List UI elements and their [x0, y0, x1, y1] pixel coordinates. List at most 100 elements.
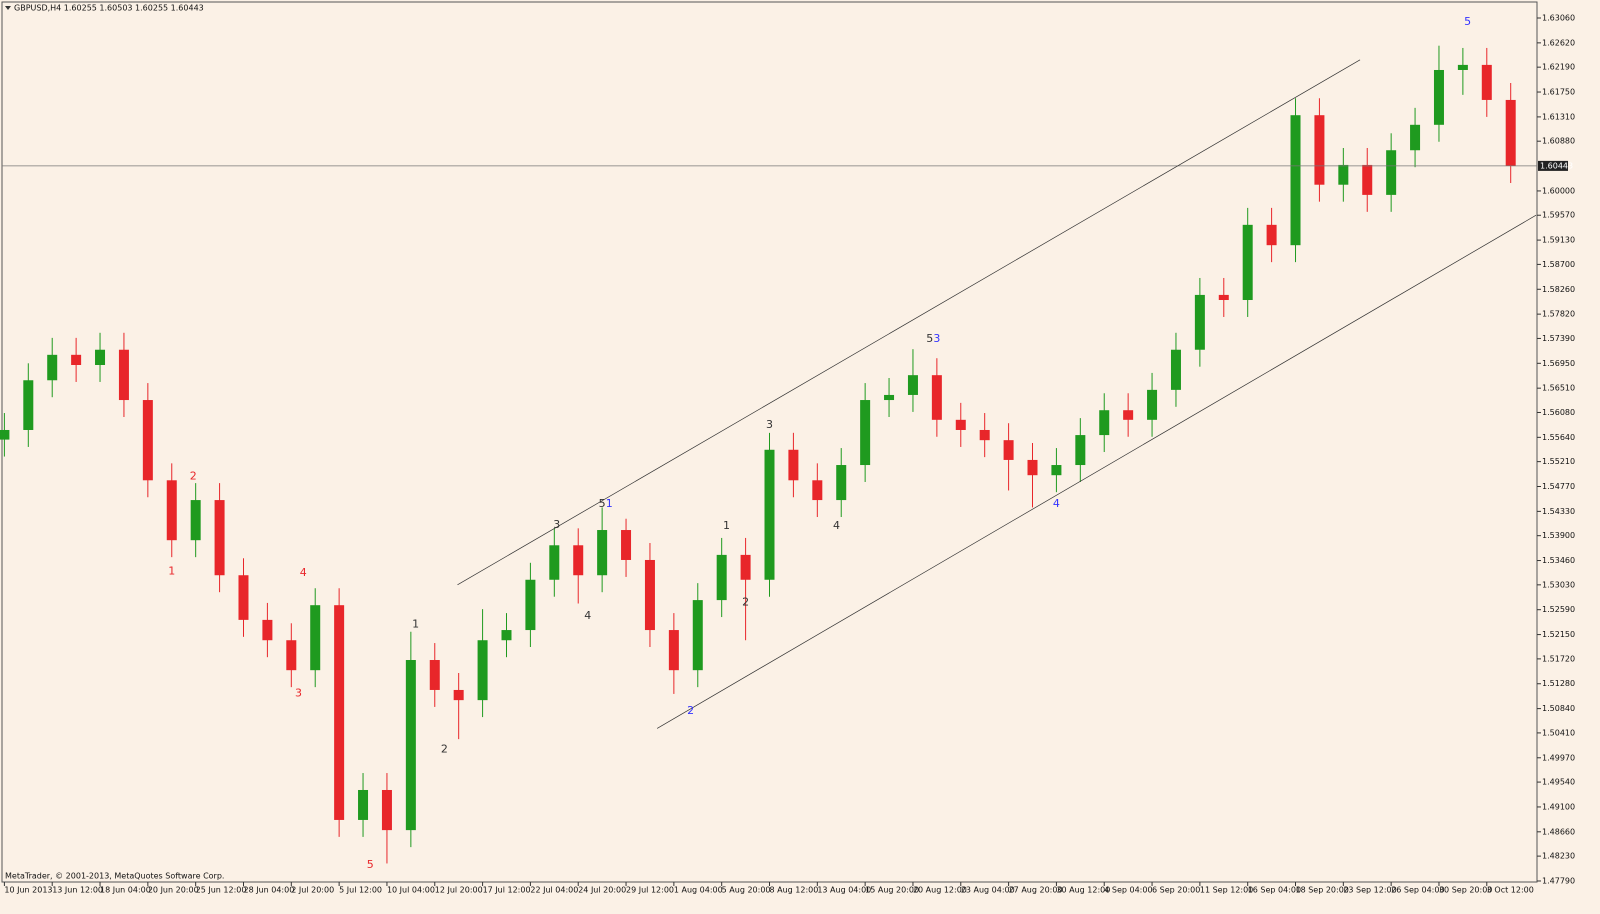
- candle-body: [262, 619, 273, 641]
- candle-body: [381, 789, 392, 831]
- candle-body: [501, 630, 512, 641]
- wave-label: 5: [599, 497, 606, 510]
- y-tick-label: 1.49100: [1542, 802, 1575, 811]
- menu-arrow[interactable]: [5, 6, 11, 10]
- y-tick-label: 1.47790: [1542, 876, 1575, 885]
- candle-body: [1386, 150, 1397, 195]
- x-tick-label: 30 Aug 12:00: [1056, 886, 1110, 895]
- y-tick-label: 1.57390: [1542, 334, 1575, 343]
- x-tick-label: 10 Jun 2013: [4, 886, 52, 895]
- wave-label: 3: [766, 418, 773, 431]
- x-tick-label: 17 Jul 12:00: [483, 886, 531, 895]
- candle-body: [979, 429, 990, 441]
- wave-label: 5: [926, 332, 933, 345]
- candle-body: [644, 559, 655, 631]
- y-tick-label: 1.59130: [1542, 236, 1575, 245]
- candle-body: [1194, 294, 1205, 350]
- candle-body: [1170, 349, 1181, 390]
- x-tick-label: 6 Sep 20:00: [1152, 886, 1200, 895]
- x-tick-label: 2 Jul 20:00: [291, 886, 334, 895]
- wave-label: 2: [190, 469, 197, 482]
- x-tick-label: 23 Aug 04:00: [961, 886, 1015, 895]
- candle-body: [1075, 435, 1086, 466]
- candle-body: [358, 789, 369, 820]
- y-tick-label: 1.52590: [1542, 605, 1575, 614]
- y-tick-label: 1.57820: [1542, 310, 1575, 319]
- x-tick-label: 28 Jun 04:00: [243, 886, 294, 895]
- wave-label: 4: [833, 519, 840, 532]
- y-tick-label: 1.56950: [1542, 359, 1575, 368]
- candle-body: [764, 449, 775, 580]
- wave-label: 4: [300, 566, 307, 579]
- candle-body: [1362, 164, 1373, 195]
- y-tick-label: 1.54330: [1542, 507, 1575, 516]
- y-tick-label: 1.58700: [1542, 260, 1575, 269]
- candle-body: [812, 480, 823, 501]
- candle-body: [788, 449, 799, 481]
- wave-label: 5: [1464, 15, 1471, 28]
- y-tick-label: 1.48230: [1542, 852, 1575, 861]
- x-tick-label: 12 Jul 20:00: [435, 886, 483, 895]
- y-tick-label: 1.58260: [1542, 285, 1575, 294]
- x-tick-label: 18 Sep 20:00: [1296, 886, 1349, 895]
- x-tick-label: 23 Sep 12:00: [1343, 886, 1396, 895]
- y-tick-label: 1.53460: [1542, 556, 1575, 565]
- y-tick-label: 1.49540: [1542, 778, 1575, 787]
- x-tick-label: 20 Jun 20:00: [148, 886, 199, 895]
- x-tick-label: 4 Sep 04:00: [1104, 886, 1152, 895]
- x-tick-label: 22 Jul 04:00: [530, 886, 578, 895]
- candle-body: [166, 480, 177, 541]
- y-tick-label: 1.63060: [1542, 13, 1575, 22]
- candle-body: [71, 354, 82, 365]
- y-tick-label: 1.62620: [1542, 38, 1575, 47]
- candle-body: [47, 354, 58, 381]
- y-tick-label: 1.53900: [1542, 531, 1575, 540]
- candle-body: [1338, 164, 1349, 185]
- y-tick-label: 1.48660: [1542, 827, 1575, 836]
- y-tick-label: 1.54770: [1542, 482, 1575, 491]
- candle-body: [1003, 440, 1014, 460]
- candle-body: [1290, 115, 1301, 246]
- x-tick-label: 8 Aug 12:00: [770, 886, 819, 895]
- y-tick-label: 1.50840: [1542, 704, 1575, 713]
- y-tick-label: 1.49970: [1542, 753, 1575, 762]
- candle-body: [1123, 410, 1134, 420]
- wave-label: 2: [687, 704, 694, 717]
- x-tick-label: 18 Jun 04:00: [100, 886, 151, 895]
- candle-body: [1314, 115, 1325, 185]
- candle-body: [931, 375, 942, 420]
- candle-body: [1147, 389, 1158, 420]
- candle-body: [1218, 294, 1229, 301]
- x-tick-label: 5 Aug 20:00: [722, 886, 771, 895]
- wave-label: 4: [584, 609, 591, 622]
- candle-body: [1266, 224, 1277, 246]
- y-tick-label: 1.62190: [1542, 63, 1575, 72]
- candle-body: [1457, 64, 1468, 70]
- trend-line: [457, 59, 1361, 586]
- x-tick-label: 16 Sep 04:00: [1248, 886, 1301, 895]
- wave-label: 4: [1053, 497, 1060, 510]
- x-tick-label: 15 Aug 20:00: [865, 886, 919, 895]
- candle-body: [884, 394, 895, 401]
- wave-label: 3: [933, 332, 940, 345]
- x-tick-label: 27 Aug 20:00: [1009, 886, 1063, 895]
- candle-body: [310, 605, 321, 671]
- candle-body: [0, 429, 10, 440]
- wave-label: 2: [742, 595, 749, 608]
- candle-body: [23, 380, 34, 430]
- x-tick-label: 26 Sep 04:00: [1391, 886, 1444, 895]
- candle-body: [573, 545, 584, 576]
- candle-body: [740, 554, 751, 580]
- candle-body: [1433, 69, 1444, 125]
- chart-title: GBPUSD,H4 1.60255 1.60503 1.60255 1.6044…: [14, 4, 204, 13]
- candle-body: [142, 400, 153, 481]
- y-tick-label: 1.55210: [1542, 457, 1575, 466]
- wave-label: 1: [168, 564, 175, 577]
- candle-body: [286, 640, 297, 671]
- wave-label: 5: [367, 858, 374, 871]
- candle-body: [668, 630, 679, 671]
- x-tick-label: 24 Jul 20:00: [578, 886, 626, 895]
- trend-line: [656, 214, 1537, 729]
